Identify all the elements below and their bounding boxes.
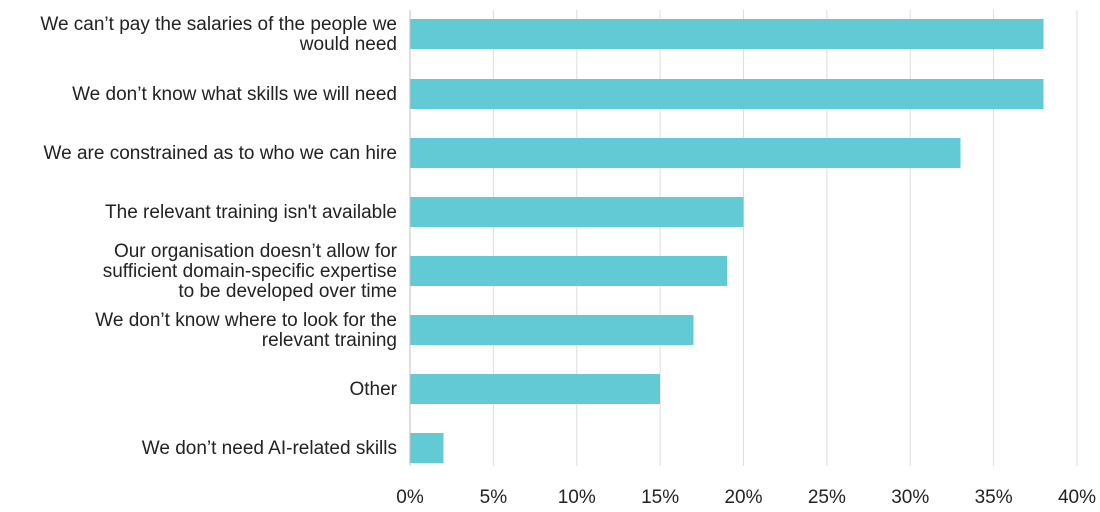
category-label-7: Other	[349, 379, 397, 400]
bar-layer	[410, 19, 1044, 463]
category-label-3: We are constrained as to who we can hire	[44, 143, 397, 164]
category-label-line-2-1: We don’t know what skills we will need	[72, 84, 397, 105]
category-label-2: We don’t know what skills we will need	[72, 84, 397, 105]
category-label-line-5-3: to be developed over time	[178, 281, 397, 302]
category-label-line-1-2: would need	[299, 34, 397, 55]
category-label-5: Our organisation doesn’t allow for suffic…	[103, 241, 398, 302]
category-label-line-4-1: The relevant training isn't available	[105, 202, 397, 223]
category-label-8: We don’t need AI-related skills	[142, 438, 397, 459]
label-layer: 0% 5% 10% 15% 20% 25% 30% 35% 40% We can’t pay th…	[40, 14, 1096, 508]
x-tick-label-15-percent: 15%	[641, 487, 679, 508]
x-tick-label-40-percent: 40%	[1058, 487, 1096, 508]
category-label-line-3-1: We are constrained as to who we can hire	[44, 143, 397, 164]
category-label-6: We don’t know where to look for the relev…	[95, 310, 397, 351]
category-label-line-8-1: We don’t need AI-related skills	[142, 438, 397, 459]
category-label-1: We can’t pay the salaries of the people …	[40, 14, 397, 55]
bar-3	[410, 138, 961, 168]
bar-5	[410, 256, 727, 286]
category-label-line-6-2: relevant training	[262, 330, 397, 351]
category-label-line-5-1: Our organisation doesn’t allow for	[114, 241, 398, 262]
x-tick-label-0-percent: 0%	[396, 487, 424, 508]
category-label-line-5-2: sufficient domain-specific expertise	[103, 261, 397, 282]
bar-4	[410, 197, 744, 227]
bar-6	[410, 315, 694, 345]
bar-8	[410, 433, 444, 463]
bar-1	[410, 19, 1044, 49]
x-tick-label-25-percent: 25%	[808, 487, 846, 508]
category-label-line-6-1: We don’t know where to look for the	[95, 310, 397, 331]
x-tick-label-35-percent: 35%	[975, 487, 1013, 508]
x-tick-label-10-percent: 10%	[558, 487, 596, 508]
category-label-line-7-1: Other	[349, 379, 397, 400]
x-tick-label-5-percent: 5%	[480, 487, 508, 508]
category-label-4: The relevant training isn't available	[105, 202, 397, 223]
x-tick-label-20-percent: 20%	[724, 487, 762, 508]
category-label-line-1-1: We can’t pay the salaries of the people …	[40, 14, 397, 35]
x-tick-label-30-percent: 30%	[891, 487, 929, 508]
bar-2	[410, 79, 1044, 109]
bar-7	[410, 374, 661, 404]
